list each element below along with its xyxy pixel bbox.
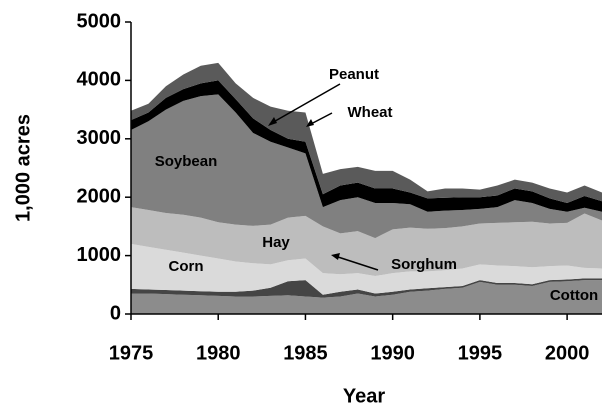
x-tick-label: 1985 <box>283 342 328 364</box>
series-label: Cotton <box>550 287 598 304</box>
y-tick-label: 3000 <box>77 127 122 149</box>
arrow <box>334 255 379 271</box>
arrow <box>269 83 341 125</box>
series-label: Soybean <box>155 153 218 170</box>
x-axis-label: Year <box>343 385 385 407</box>
series-label: Wheat <box>348 104 393 121</box>
area <box>131 94 602 239</box>
area <box>131 80 602 212</box>
area <box>131 62 602 204</box>
x-tick-label: 1975 <box>109 342 154 364</box>
arrowhead <box>306 119 314 127</box>
series-label: Hay <box>262 234 290 251</box>
y-tick-label: 0 <box>110 302 121 324</box>
series-label: Peanut <box>329 66 379 83</box>
x-tick-label: 1980 <box>196 342 241 364</box>
area <box>131 280 602 314</box>
area <box>131 243 602 295</box>
arrowhead <box>268 117 277 126</box>
x-tick-label: 2000 <box>545 342 590 364</box>
y-tick-label: 5000 <box>77 10 122 32</box>
area <box>131 207 602 277</box>
x-tick-label: 1995 <box>458 342 503 364</box>
y-tick-label: 4000 <box>77 69 122 91</box>
series-label: Sorghum <box>391 256 457 273</box>
y-tick-label: 1000 <box>77 244 122 266</box>
y-tick-label: 2000 <box>77 185 122 207</box>
series-label: Corn <box>169 258 204 275</box>
y-axis-label: 1,000 acres <box>12 114 34 222</box>
area <box>131 278 602 298</box>
arrowhead <box>331 253 340 260</box>
x-tick-label: 1990 <box>370 342 415 364</box>
